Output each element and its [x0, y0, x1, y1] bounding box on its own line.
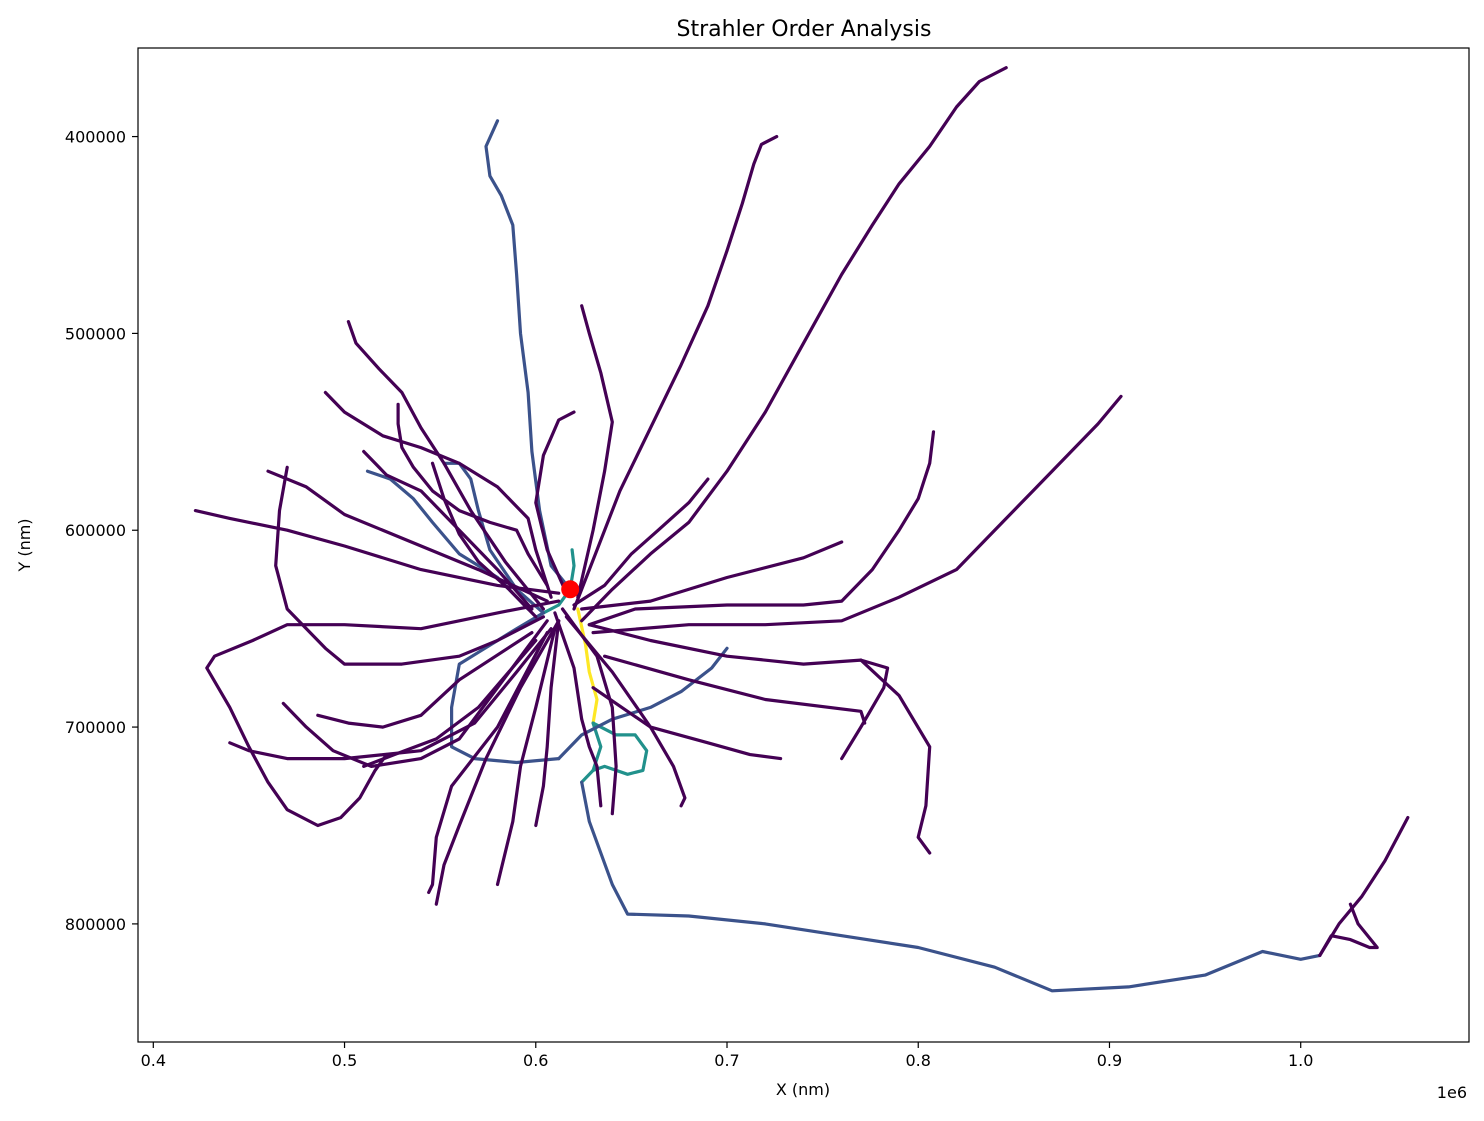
branch-line-order-1	[316, 630, 534, 729]
branch-line-order-1	[580, 540, 844, 611]
soma-marker	[561, 580, 580, 599]
branch-line-order-1	[205, 599, 561, 828]
x-axis-ticks: 0.4 0.5 0.6 0.7 0.8 0.9 1.0	[141, 1042, 1313, 1070]
branch-line-order-1	[281, 619, 549, 769]
plot-frame	[137, 47, 1470, 1043]
branch-line-order-1	[534, 619, 561, 828]
branch-line-order-1	[362, 638, 538, 769]
branch-line-order-1	[560, 607, 618, 816]
x-tick-label: 0.8	[906, 1051, 931, 1070]
x-tick-label: 0.5	[332, 1051, 357, 1070]
branch-line-order-1	[859, 658, 932, 855]
x-tick-label: 0.7	[714, 1051, 739, 1070]
branch-line-order-1	[193, 509, 561, 595]
branch-line-order-1	[346, 320, 546, 611]
x-tick-label: 0.9	[1097, 1051, 1122, 1070]
chart-title: Strahler Order Analysis	[677, 17, 932, 42]
branch-line-order-2	[557, 646, 729, 761]
branch-line-order-1	[534, 410, 576, 595]
y-tick-label: 700000	[65, 718, 126, 737]
branch-line-order-1	[576, 304, 614, 599]
branch-line-order-1	[587, 430, 936, 627]
branch-line-order-1	[602, 654, 867, 725]
branch-line-order-1	[495, 627, 557, 887]
branch-line-order-1	[591, 686, 783, 761]
branch-line-order-3	[591, 721, 649, 776]
y-tick-label: 400000	[65, 128, 126, 147]
x-axis-label: X (nm)	[776, 1080, 830, 1099]
y-tick-label: 600000	[65, 521, 126, 540]
branch-line-order-1	[362, 449, 534, 611]
branch-line-order-1	[427, 630, 549, 895]
branch-line-order-3	[580, 721, 603, 784]
x-tick-label: 1.0	[1288, 1051, 1313, 1070]
branch-line-order-1	[228, 627, 553, 761]
branch-lines	[193, 66, 1410, 993]
branch-line-order-1	[572, 477, 710, 607]
plot-area	[193, 66, 1410, 993]
y-axis-label: Y (nm)	[15, 518, 34, 572]
branch-line-order-1	[266, 469, 549, 603]
branch-line-order-1	[553, 611, 603, 808]
x-tick-label: 0.6	[523, 1051, 548, 1070]
branch-line-order-1	[274, 465, 546, 666]
branch-line-order-4	[576, 607, 599, 725]
branch-line-order-1	[323, 390, 553, 599]
branch-line-order-1	[591, 394, 1123, 635]
branch-line-order-1	[434, 619, 561, 906]
y-axis-ticks: 400000 500000 600000 700000 800000	[65, 128, 138, 934]
branch-line-order-1	[396, 402, 549, 588]
branch-line-order-1	[580, 66, 1008, 623]
branch-line-order-1	[1318, 902, 1379, 958]
x-tick-label: 0.4	[141, 1051, 166, 1070]
branch-line-order-2	[580, 780, 1322, 993]
branch-line-order-1	[572, 135, 779, 611]
y-tick-label: 800000	[65, 915, 126, 934]
branch-line-order-1	[430, 461, 538, 619]
y-tick-label: 500000	[65, 324, 126, 343]
branch-line-order-1	[564, 615, 687, 808]
x-axis-offset-label: 1e6	[1437, 1083, 1467, 1102]
